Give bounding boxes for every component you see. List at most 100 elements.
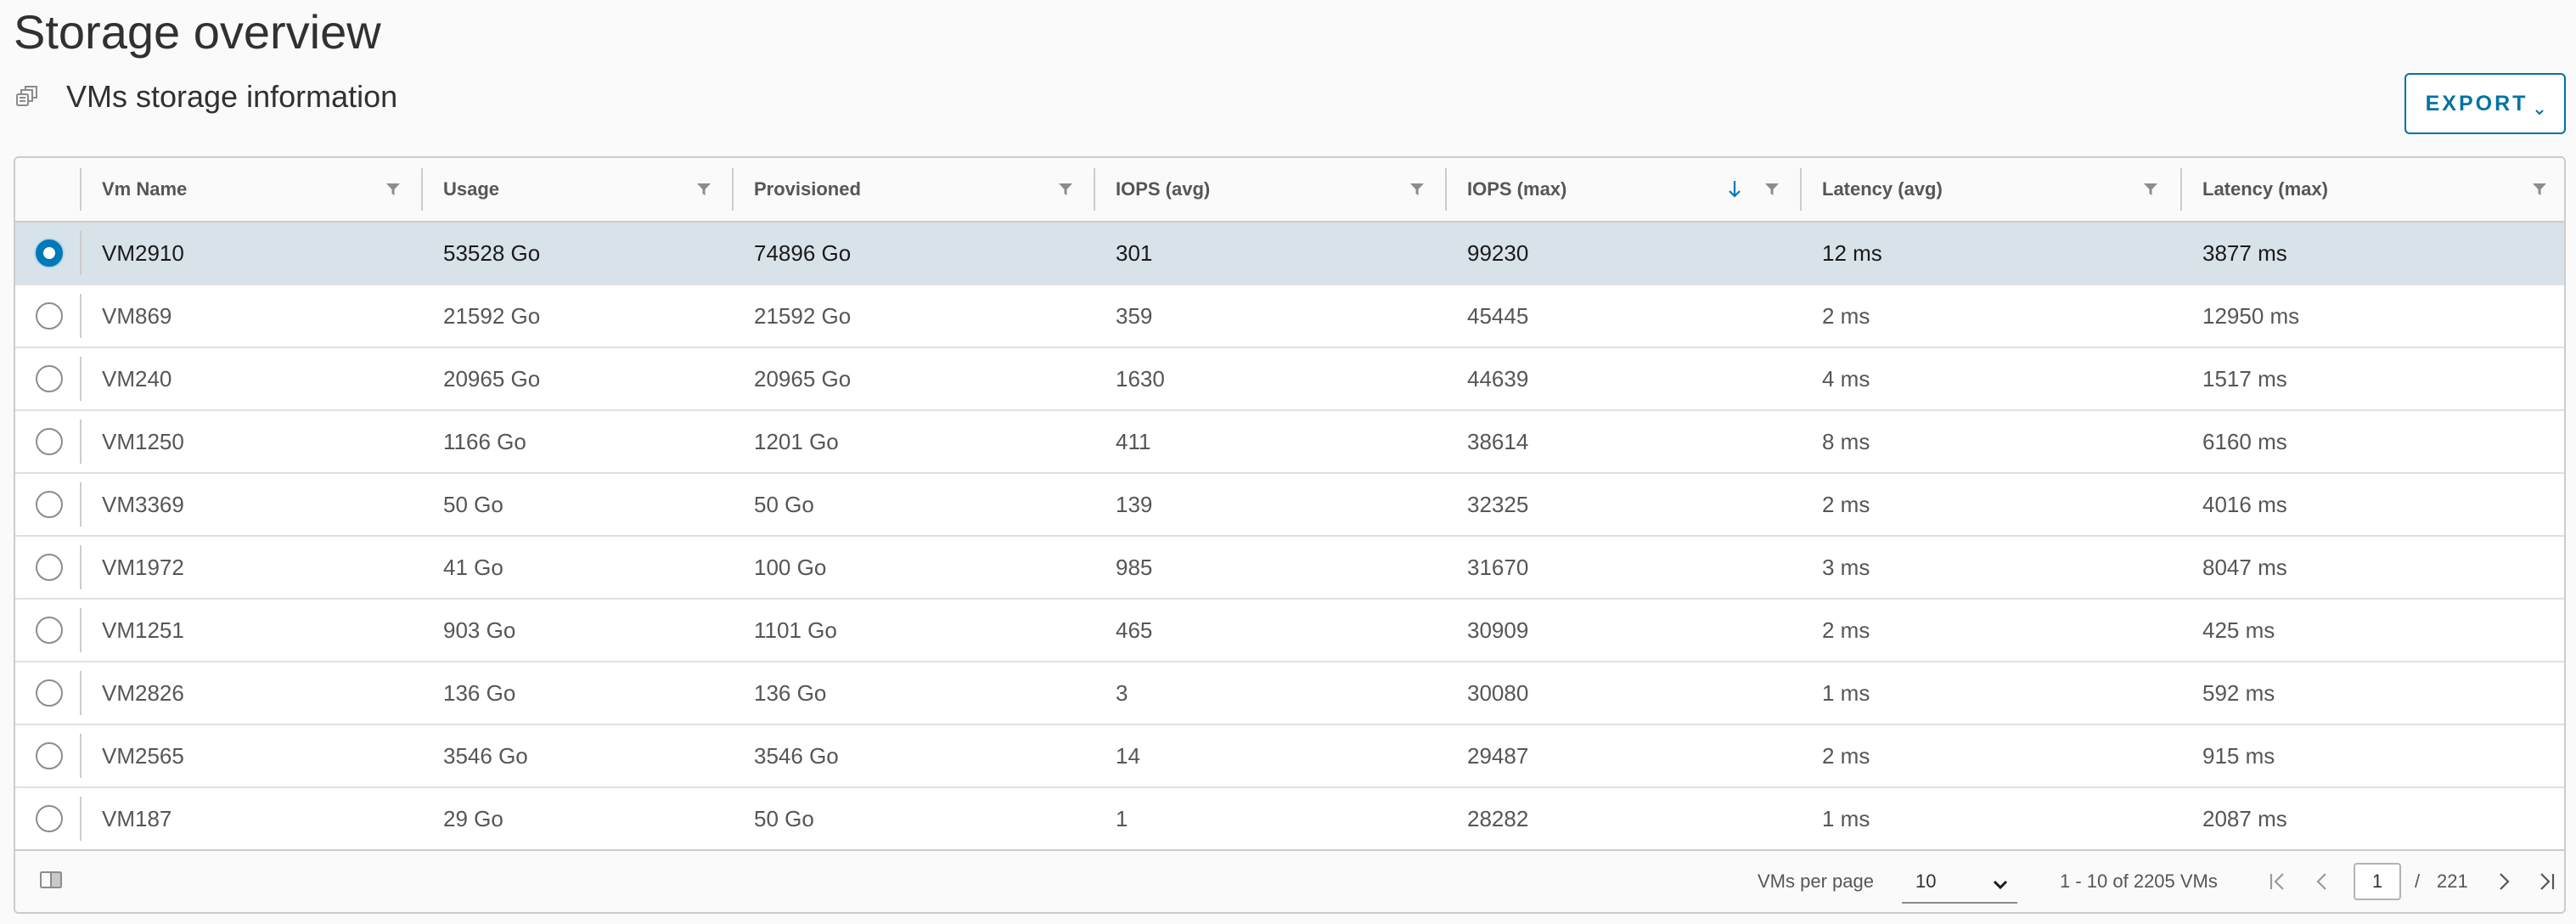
row-select-radio[interactable] — [36, 428, 63, 455]
last-page-icon[interactable] — [2535, 870, 2557, 893]
row-select-radio[interactable] — [36, 805, 63, 832]
cell-provisioned: 1201 Go — [754, 428, 839, 454]
per-page-select[interactable]: 10 — [1902, 861, 2017, 904]
column-header-provisioned[interactable]: Provisioned — [754, 178, 861, 200]
cell-latency-max: 592 ms — [2202, 679, 2275, 706]
column-resize-handle[interactable] — [732, 168, 734, 211]
chevron-right-icon[interactable] — [2493, 870, 2515, 893]
cell-usage: 21592 Go — [443, 302, 541, 329]
cell-latency-max: 425 ms — [2202, 617, 2275, 643]
table-row[interactable]: VM1972 41 Go 100 Go 985 31670 3 ms 8047 ms — [15, 537, 2564, 600]
cell-latency-max: 6160 ms — [2202, 428, 2287, 454]
column-header-latency-avg[interactable]: Latency (avg) — [1822, 178, 1943, 200]
cell-iops-max: 32325 — [1467, 491, 1529, 517]
cell-vm-name: VM1251 — [102, 617, 184, 643]
chevron-left-icon[interactable] — [2311, 870, 2333, 893]
row-select-radio[interactable] — [36, 679, 63, 707]
cell-vm-name: VM2565 — [102, 742, 184, 769]
column-resize-handle[interactable] — [1800, 168, 1802, 211]
cell-iops-avg: 465 — [1116, 617, 1153, 643]
filter-icon[interactable] — [384, 180, 402, 199]
filter-icon[interactable] — [1056, 180, 1075, 199]
column-separator — [80, 608, 82, 652]
column-separator — [80, 168, 82, 211]
page-separator: / — [2415, 870, 2421, 892]
column-separator — [80, 482, 82, 527]
column-toggle-icon[interactable] — [39, 870, 63, 890]
column-header-iops-max[interactable]: IOPS (max) — [1467, 178, 1567, 200]
cell-iops-avg: 3 — [1116, 679, 1128, 706]
filter-icon[interactable] — [2530, 180, 2549, 199]
cell-vm-name: VM3369 — [102, 491, 184, 517]
cell-iops-max: 30909 — [1467, 617, 1529, 643]
cell-latency-max: 3877 ms — [2202, 239, 2287, 266]
cell-iops-max: 28282 — [1467, 805, 1529, 831]
cell-iops-max: 45445 — [1467, 302, 1529, 329]
cell-latency-avg: 1 ms — [1822, 805, 1870, 831]
column-separator — [80, 797, 82, 841]
cell-vm-name: VM1972 — [102, 554, 184, 580]
table-row[interactable]: VM240 20965 Go 20965 Go 1630 44639 4 ms 1517 m… — [15, 348, 2564, 411]
export-button[interactable]: EXPORT — [2404, 73, 2566, 134]
row-select-radio[interactable] — [36, 491, 63, 518]
cell-provisioned: 100 Go — [754, 554, 827, 580]
row-select-radio[interactable] — [36, 302, 63, 330]
row-select-radio[interactable] — [36, 365, 63, 392]
table-row[interactable]: VM2910 53528 Go 74896 Go 301 99230 12 ms 3877 … — [15, 223, 2564, 285]
cell-latency-avg: 2 ms — [1822, 491, 1870, 517]
cell-provisioned: 50 Go — [754, 491, 814, 517]
cell-latency-max: 2087 ms — [2202, 805, 2287, 831]
per-page-value: 10 — [1915, 870, 1937, 892]
row-select-radio[interactable] — [36, 742, 63, 769]
cell-provisioned: 50 Go — [754, 805, 814, 831]
cell-provisioned: 3546 Go — [754, 742, 839, 769]
filter-icon[interactable] — [1763, 180, 1781, 199]
cell-vm-name: VM2826 — [102, 679, 184, 706]
row-select-radio[interactable] — [36, 239, 63, 267]
current-page-input[interactable] — [2354, 863, 2401, 900]
column-separator — [80, 545, 82, 589]
filter-icon[interactable] — [1408, 180, 1426, 199]
column-separator — [80, 671, 82, 715]
column-resize-handle[interactable] — [2180, 168, 2182, 211]
cell-vm-name: VM187 — [102, 805, 172, 831]
table-row[interactable]: VM1250 1166 Go 1201 Go 411 38614 8 ms 6160 ms — [15, 411, 2564, 474]
table-row[interactable]: VM3369 50 Go 50 Go 139 32325 2 ms 4016 ms — [15, 474, 2564, 537]
table-row[interactable]: VM2826 136 Go 136 Go 3 30080 1 ms 592 ms — [15, 662, 2564, 725]
column-header-usage[interactable]: Usage — [443, 178, 500, 200]
cell-provisioned: 20965 Go — [754, 365, 852, 392]
cell-iops-max: 44639 — [1467, 365, 1529, 392]
table-row[interactable]: VM869 21592 Go 21592 Go 359 45445 2 ms 12950 m… — [15, 285, 2564, 348]
cell-iops-max: 29487 — [1467, 742, 1529, 769]
row-select-radio[interactable] — [36, 617, 63, 644]
cell-latency-max: 8047 ms — [2202, 554, 2287, 580]
arrow-down-icon[interactable] — [1725, 178, 1744, 200]
copy-stack-icon — [14, 83, 41, 110]
column-resize-handle[interactable] — [1094, 168, 1095, 211]
cell-usage: 3546 Go — [443, 742, 528, 769]
cell-latency-avg: 2 ms — [1822, 617, 1870, 643]
total-pages: 221 — [2437, 870, 2468, 892]
table-row[interactable]: VM2565 3546 Go 3546 Go 14 29487 2 ms 915 ms — [15, 725, 2564, 788]
table-row[interactable]: VM1251 903 Go 1101 Go 465 30909 2 ms 425 ms — [15, 600, 2564, 662]
section-title: VMs storage information — [66, 79, 398, 114]
cell-iops-avg: 359 — [1116, 302, 1153, 329]
cell-latency-avg: 2 ms — [1822, 742, 1870, 769]
column-header-vm-name[interactable]: Vm Name — [102, 178, 188, 200]
cell-iops-avg: 1630 — [1116, 365, 1165, 392]
column-separator — [80, 420, 82, 464]
column-resize-handle[interactable] — [421, 168, 423, 211]
first-page-icon[interactable] — [2267, 870, 2289, 893]
table-footer: VMs per page 10 1 - 10 of 2205 VMs / 221 — [15, 849, 2564, 912]
filter-icon[interactable] — [2141, 180, 2160, 199]
chevron-down-icon — [1992, 875, 2009, 890]
cell-vm-name: VM2910 — [102, 239, 184, 266]
cell-usage: 50 Go — [443, 491, 503, 517]
column-resize-handle[interactable] — [1445, 168, 1447, 211]
table-row[interactable]: VM187 29 Go 50 Go 1 28282 1 ms 2087 ms — [15, 788, 2564, 851]
filter-icon[interactable] — [695, 180, 713, 199]
vm-storage-datagrid: Vm Name Usage Provisioned IOPS (avg) IOP… — [14, 156, 2566, 914]
column-header-latency-max[interactable]: Latency (max) — [2202, 178, 2328, 200]
column-header-iops-avg[interactable]: IOPS (avg) — [1116, 178, 1211, 200]
row-select-radio[interactable] — [36, 554, 63, 581]
